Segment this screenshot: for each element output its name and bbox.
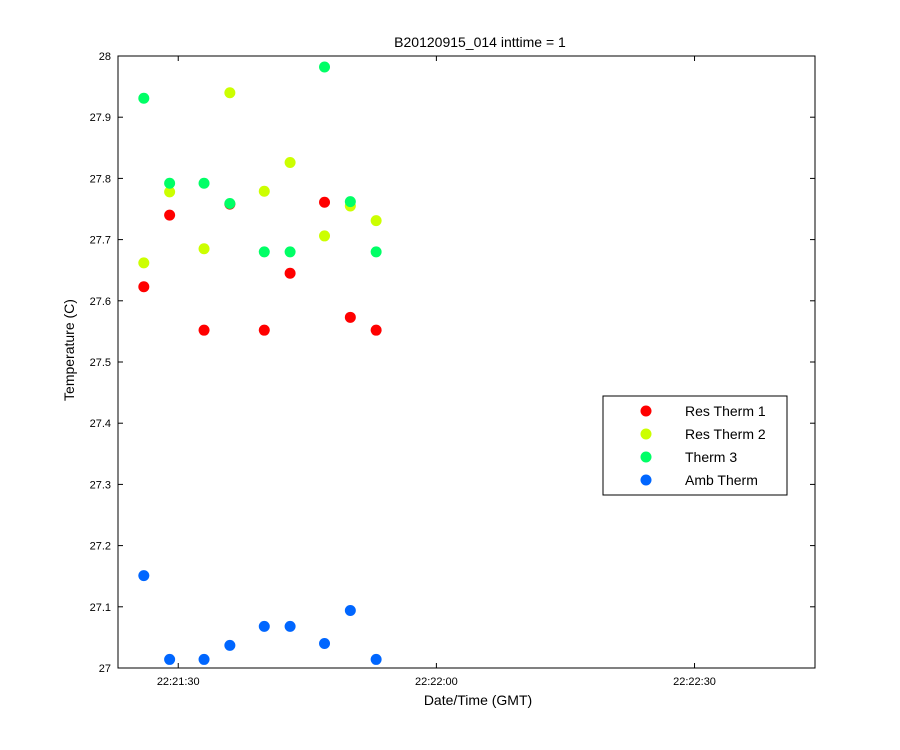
legend-box — [602, 395, 788, 496]
y-tick-label: 27.8 — [90, 173, 111, 185]
data-point — [319, 638, 331, 650]
data-point — [258, 620, 270, 632]
data-point — [138, 281, 150, 293]
data-point — [224, 87, 236, 99]
data-point — [258, 324, 270, 336]
y-tick-label: 27.9 — [90, 112, 111, 124]
data-point — [164, 177, 176, 189]
data-point — [164, 186, 176, 198]
data-point — [138, 570, 150, 582]
legend-label: Res Therm 2 — [685, 426, 766, 442]
data-point — [344, 311, 356, 323]
plot-area — [117, 55, 816, 669]
chart-title: B20120915_014 inttime = 1 — [394, 34, 566, 50]
y-tick-label: 27.3 — [90, 479, 111, 491]
series-res-therm-2 — [138, 87, 382, 269]
data-point — [138, 92, 150, 104]
legend-label: Res Therm 1 — [685, 403, 766, 419]
data-point — [224, 197, 236, 209]
data-point — [319, 230, 331, 242]
data-series — [138, 61, 382, 665]
legend-marker — [640, 428, 652, 440]
data-point — [138, 257, 150, 269]
legend-item: Therm 3 — [640, 449, 737, 465]
y-tick-label: 27.2 — [90, 541, 111, 553]
data-point — [198, 177, 210, 189]
data-point — [319, 196, 331, 208]
legend-item: Res Therm 1 — [640, 403, 766, 419]
data-point — [258, 185, 270, 197]
series-therm-3 — [138, 61, 382, 258]
y-axis-label: Temperature (C) — [61, 299, 77, 401]
data-point — [198, 243, 210, 255]
y-tick-label: 27.1 — [90, 602, 111, 614]
data-point — [319, 61, 331, 73]
data-point — [258, 246, 270, 258]
y-tick-label: 28 — [99, 51, 111, 63]
data-point — [344, 196, 356, 208]
data-point — [164, 209, 176, 221]
data-point — [370, 246, 382, 258]
y-tick-label: 27.4 — [90, 418, 111, 430]
x-tick-label: 22:22:30 — [673, 676, 716, 688]
y-tick-label: 27 — [99, 663, 111, 675]
x-axis-label: Date/Time (GMT) — [424, 692, 532, 708]
data-point — [164, 653, 176, 665]
series-amb-therm — [138, 570, 382, 665]
data-point — [370, 653, 382, 665]
data-point — [370, 215, 382, 227]
data-point — [224, 639, 236, 651]
data-point — [284, 267, 296, 279]
y-tick-label: 27.6 — [90, 296, 111, 308]
y-axis: 27 27.1 27.2 27.3 27.4 27.5 27.6 27.7 27.8 27.9 28 — [90, 51, 815, 675]
data-point — [344, 604, 356, 616]
data-point — [198, 324, 210, 336]
x-tick-label: 22:21:30 — [157, 676, 200, 688]
legend-marker — [640, 474, 652, 486]
x-tick-label: 22:22:00 — [415, 676, 458, 688]
legend-label: Amb Therm — [685, 472, 758, 488]
legend-marker — [640, 451, 652, 463]
legend-marker — [640, 405, 652, 417]
data-point — [198, 653, 210, 665]
data-point — [284, 246, 296, 258]
data-point — [370, 324, 382, 336]
y-tick-label: 27.7 — [90, 235, 111, 247]
legend-item: Amb Therm — [640, 472, 758, 488]
legend-label: Therm 3 — [685, 449, 737, 465]
x-axis: 22:21:30 22:22:00 22:22:30 — [157, 56, 716, 688]
series-res-therm-1 — [138, 196, 382, 336]
data-point — [284, 620, 296, 632]
data-point — [284, 156, 296, 168]
y-tick-label: 27.5 — [90, 357, 111, 369]
legend-item: Res Therm 2 — [640, 426, 766, 442]
legend: Res Therm 1 Res Therm 2 Therm 3 Amb Therm — [602, 395, 788, 496]
